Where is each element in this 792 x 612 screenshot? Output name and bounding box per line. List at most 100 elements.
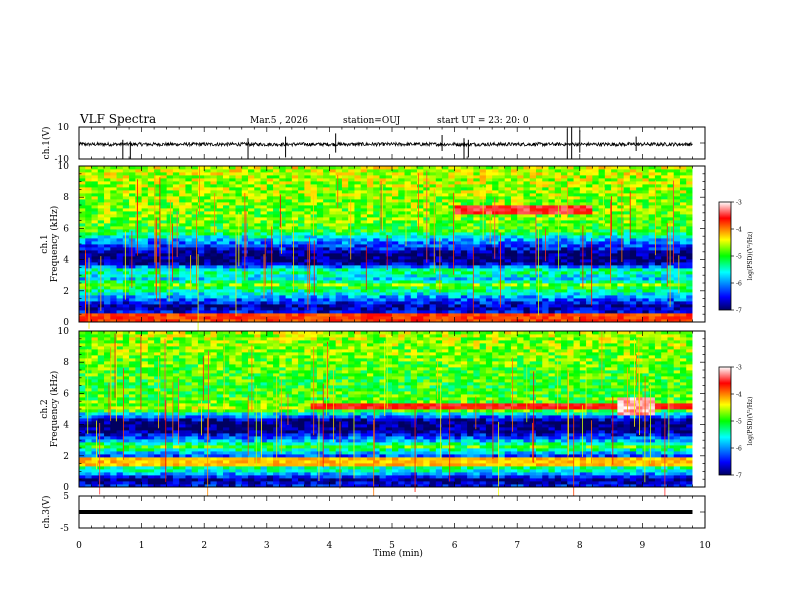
ch1-spectrogram-cell [473, 208, 481, 212]
ch1-spectrogram-cell [573, 250, 581, 254]
ch1-spectrogram-cell [147, 259, 155, 263]
ch1-spectrogram-cell [504, 253, 512, 257]
ch1-spectrogram-cell [586, 313, 593, 317]
ch1-spectrogram-cell [79, 247, 86, 251]
ch1-spectrogram-cell [279, 205, 286, 209]
ch1-spectrogram-cell [316, 292, 324, 296]
ch1-spectrogram-cell [129, 184, 136, 188]
ch1-spectrogram-cell [185, 274, 193, 278]
ch1-spectrogram-cell [273, 301, 280, 305]
ch1-spectrogram-cell [79, 181, 86, 185]
ch1-spectrogram-cell [135, 277, 142, 281]
ch1-spectrogram-cell [154, 223, 161, 227]
ch1-spectrogram-cell [191, 304, 199, 308]
ch1-spectrogram-cell [673, 310, 681, 314]
ch1-spectrogram-cell [316, 223, 324, 227]
ch1-spectrogram-cell [442, 181, 449, 185]
ch1-spectrogram-cell [197, 298, 205, 302]
ch1-spectrogram-cell [154, 232, 161, 236]
ch1-spectrogram-cell [185, 187, 193, 191]
ch1-spectrogram-cell [135, 262, 142, 266]
ch1-spectrogram-cell [348, 259, 355, 263]
ch1-spectrogram-cell [179, 247, 186, 251]
ch1-spectrogram-cell [85, 265, 92, 269]
ch1-spectrogram-cell [636, 247, 643, 251]
ch1-spectrogram-cell [91, 280, 99, 284]
ch1-spectrogram-cell [679, 199, 687, 203]
ch1-spectrogram-cell [667, 175, 675, 179]
ch1-spectrogram-cell [122, 172, 130, 176]
ch1-spectrogram-cell [542, 268, 549, 272]
ch1-spectrogram-cell [392, 247, 399, 251]
ch1-spectrogram-cell [141, 310, 149, 314]
ch1-spectrogram-cell [492, 271, 499, 275]
ch1-spectrogram-cell [611, 223, 618, 227]
ch1-spectrogram-cell [429, 253, 437, 257]
ch1-spectrogram-cell [636, 181, 643, 185]
ch1-spectrogram-cell [222, 316, 230, 320]
ch1-spectrogram-cell [661, 244, 668, 248]
ch1-spectrogram-cell [586, 286, 593, 290]
ch1-spectrogram-cell [197, 268, 205, 272]
ch1-spectrogram-cell [629, 313, 637, 317]
ch1-spectrogram-cell [273, 313, 280, 317]
ch1-spectrogram-cell [254, 214, 261, 218]
ch1-spectrogram-cell [129, 310, 136, 314]
ch1-spectrogram-cell [398, 253, 405, 257]
ch1-spectrogram-cell [623, 205, 631, 209]
ch1-spectrogram-cell [686, 250, 693, 254]
ch1-spectrogram-cell [323, 229, 330, 233]
ch1-spectrogram-cell [510, 241, 518, 245]
ch1-spectrogram-cell [492, 253, 499, 257]
ch1-spectrogram-cell [473, 214, 481, 218]
ch1-spectrogram-cell [667, 313, 675, 317]
ch1-spectrogram-cell [442, 316, 449, 320]
ch1-spectrogram-cell [629, 277, 637, 281]
ch1-spectrogram-cell [210, 292, 218, 296]
ch1-spectrogram-cell [197, 262, 205, 266]
ch1-spectrogram-cell [373, 289, 380, 293]
ch1-spectrogram-cell [154, 196, 161, 200]
ch1-spectrogram-cell [85, 241, 92, 245]
ch1-spectrogram-cell [354, 259, 362, 263]
ch1-spectrogram-cell [642, 283, 650, 287]
ch1-spectrogram-cell [648, 295, 656, 299]
ch1-spectrogram-cell [535, 190, 543, 194]
ch1-spectrogram-cell [216, 193, 224, 197]
ch1-spectrogram-cell [679, 190, 687, 194]
ch1-spectrogram-cell [573, 241, 581, 245]
ch1-spectrogram-cell [260, 307, 268, 311]
ch1-spectrogram-cell [147, 256, 155, 260]
ch1-spectrogram-cell [579, 196, 587, 200]
ch1-spectrogram-cell [135, 292, 142, 296]
ch1-spectrogram-cell [85, 220, 92, 224]
ch1-spectrogram-cell [179, 280, 186, 284]
ch1-spectrogram-cell [179, 184, 186, 188]
ch1-spectrogram-cell [410, 238, 418, 242]
ch1-spectrogram-cell [366, 262, 374, 266]
ch1-spectrogram-cell [592, 280, 599, 284]
ch1-spectrogram-cell [561, 220, 568, 224]
ch1-spectrogram-cell [636, 217, 643, 221]
ch1-spectrogram-cell [648, 316, 656, 320]
ch1-spectrogram-cell [554, 232, 562, 236]
ch1-spectrogram-cell [554, 199, 562, 203]
ch1-spectrogram-cell [454, 271, 462, 275]
ch1-spectrogram-cell [373, 193, 380, 197]
ch1-spectrogram-cell [316, 286, 324, 290]
ch1-spectrogram-cell [298, 310, 305, 314]
ch1-spectrogram-cell [266, 226, 274, 230]
ch1-spectrogram-cell [279, 307, 286, 311]
ch1-spectrogram-cell [654, 205, 662, 209]
ch1-spectrogram-cell [310, 313, 318, 317]
ch1-spectrogram-cell [679, 316, 687, 320]
ch1-spectrogram-cell [222, 307, 230, 311]
ch1-spectrogram-cell [373, 181, 380, 185]
ch1-spectrogram-cell [479, 316, 487, 320]
ch1-spectrogram-cell [329, 211, 337, 215]
ch1-spectrogram-cell [510, 226, 518, 230]
ch1-spectrogram-cell [329, 178, 337, 182]
ch1-spectrogram-cell [561, 250, 568, 254]
ch1-spectrogram-cell [448, 307, 455, 311]
ch1-spectrogram-cell [636, 190, 643, 194]
